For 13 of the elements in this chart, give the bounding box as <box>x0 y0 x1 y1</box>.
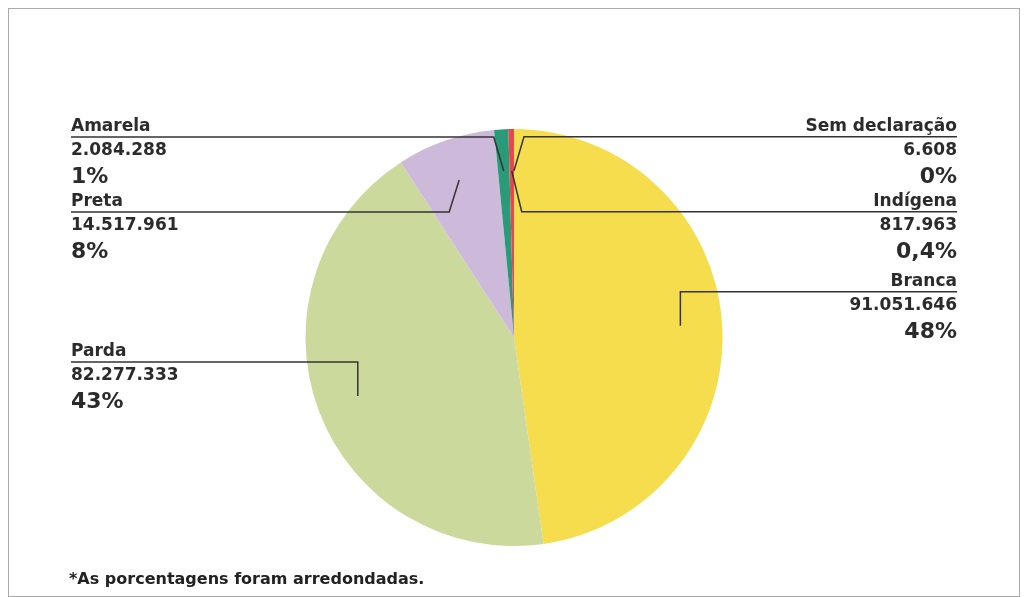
slice-label: Parda <box>71 339 127 360</box>
data-label: 82.277.333 43% <box>71 363 179 413</box>
data-label: 6.608 0% <box>903 138 957 188</box>
data-label: 2.084.288 1% <box>71 139 167 189</box>
slice-label: Indígena <box>873 189 957 210</box>
data-label: 91.051.646 48% <box>849 293 957 343</box>
slice-label: Sem declaração <box>805 114 957 135</box>
slice-label: Amarela <box>71 115 151 136</box>
slice-label: Preta <box>71 190 123 211</box>
data-label: 14.517.961 8% <box>71 214 179 264</box>
slice-label: Branca <box>890 269 957 290</box>
text: *As porcentagens foram arredondadas. <box>69 569 425 588</box>
data-label: 817.963 0,4% <box>879 213 957 263</box>
